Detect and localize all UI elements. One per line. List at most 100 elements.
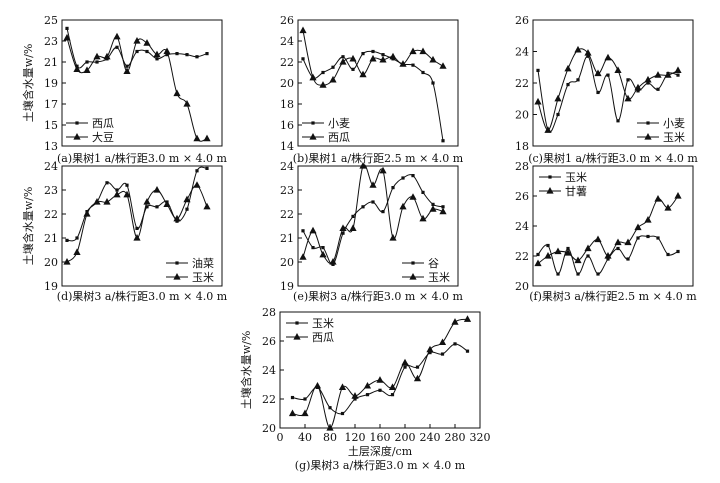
- legend-marker: [646, 121, 650, 125]
- data-point-triangle: [301, 409, 309, 417]
- data-point-triangle: [544, 126, 552, 133]
- data-point-triangle: [379, 166, 387, 174]
- y-tick-label: 15: [44, 119, 58, 132]
- y-tick-label: 20: [280, 77, 294, 90]
- legend-label: 甘薯: [565, 185, 587, 198]
- data-point-triangle: [319, 81, 327, 88]
- data-point-square: [75, 236, 79, 240]
- panel-title: (d)果树3 a/株行距3.0 m × 4.0 m: [57, 289, 228, 303]
- y-tick-label: 28: [515, 160, 529, 173]
- data-point-square: [536, 68, 540, 72]
- data-point-square: [381, 210, 385, 214]
- data-point-triangle: [419, 47, 427, 55]
- legend-label: 谷: [428, 257, 439, 270]
- data-point-square: [328, 406, 332, 410]
- data-point-triangle: [319, 250, 327, 258]
- y-tick-label: 26: [515, 14, 529, 27]
- data-point-triangle: [399, 60, 407, 67]
- data-point-triangle: [339, 224, 347, 231]
- data-point-triangle: [409, 193, 417, 200]
- data-point-triangle: [359, 70, 367, 78]
- data-point-square: [586, 54, 590, 58]
- data-point-triangle: [674, 66, 682, 73]
- data-point-triangle: [614, 238, 622, 246]
- y-axis-label: 土壤含水量w/%: [21, 44, 35, 123]
- data-point-triangle: [426, 345, 434, 353]
- data-point-triangle: [309, 226, 317, 234]
- data-point-triangle: [63, 33, 71, 41]
- x-axis-label: 土层深度/cm: [348, 444, 413, 458]
- data-point-triangle: [203, 202, 211, 210]
- data-point-triangle: [103, 52, 111, 60]
- data-point-square: [616, 246, 620, 251]
- data-point-square: [440, 352, 445, 356]
- data-point-triangle: [584, 49, 592, 56]
- data-point-square: [616, 119, 620, 123]
- y-tick-label: 21: [280, 232, 294, 245]
- data-point-square: [546, 243, 550, 248]
- y-tick-label: 24: [44, 160, 58, 173]
- data-point-square: [536, 252, 540, 257]
- legend-label: 大豆: [92, 130, 114, 144]
- y-axis-label: 土壤含水量w/%: [21, 187, 35, 266]
- y-tick-label: 19: [44, 280, 58, 293]
- legend-label: 玉米: [428, 271, 450, 284]
- data-point-square: [666, 252, 670, 257]
- data-point-triangle: [309, 73, 317, 81]
- data-point-triangle: [389, 234, 397, 241]
- data-point-square: [301, 229, 305, 233]
- y-tick-label: 24: [515, 46, 529, 59]
- data-point-square: [626, 78, 630, 82]
- data-point-triangle: [349, 54, 357, 62]
- data-point-triangle: [564, 64, 572, 72]
- data-point-triangle: [73, 248, 81, 255]
- data-point-triangle: [326, 424, 334, 431]
- data-point-square: [125, 64, 129, 68]
- data-point-triangle: [103, 198, 111, 205]
- data-point-square: [321, 246, 325, 250]
- data-point-triangle: [349, 224, 357, 231]
- data-point-square: [135, 49, 139, 54]
- data-point-triangle: [173, 214, 181, 222]
- data-point-triangle: [193, 134, 201, 142]
- data-point-square: [378, 388, 382, 392]
- data-point-triangle: [288, 409, 297, 417]
- plot-frame: [297, 165, 459, 287]
- plot-frame: [61, 165, 223, 287]
- panel-e: 19 20 21 22 23 24 谷玉米 (e)果树3 a/株行距3.0 m × 4.0 m: [280, 160, 464, 303]
- data-point-triangle: [203, 134, 211, 142]
- data-point-square: [361, 52, 365, 56]
- data-point-square: [556, 112, 560, 117]
- y-tick-label: 20: [515, 280, 529, 293]
- data-point-square: [656, 87, 660, 91]
- data-point-square: [95, 60, 99, 64]
- data-point-triangle: [83, 66, 91, 73]
- data-point-square: [656, 236, 660, 240]
- y-tick-label: 22: [280, 208, 294, 221]
- data-point-square: [311, 246, 315, 250]
- legend-marker: [548, 175, 552, 179]
- data-point-triangle: [183, 195, 191, 203]
- y-tick-label: 22: [44, 208, 58, 221]
- y-tick-label: 20: [280, 256, 294, 269]
- y-tick-label: 24: [262, 364, 276, 377]
- series-line-triangle: [66, 184, 208, 263]
- data-point-square: [676, 73, 680, 77]
- data-point-triangle: [644, 75, 652, 83]
- x-tick-label: 240: [420, 431, 441, 444]
- data-point-square: [185, 53, 189, 57]
- y-tick-label: 26: [280, 14, 294, 27]
- legend-label: 小麦: [663, 117, 685, 130]
- data-point-triangle: [654, 71, 662, 78]
- data-point-triangle: [338, 383, 347, 390]
- x-tick-label: 120: [345, 431, 366, 444]
- data-point-triangle: [544, 252, 552, 259]
- y-tick-label: 22: [515, 77, 529, 90]
- legend-marker: [295, 321, 299, 325]
- data-point-square: [606, 73, 610, 77]
- data-point-square: [391, 186, 395, 190]
- y-tick-label: 22: [515, 250, 529, 263]
- panel-title: (g)果树3 a/株行距3.0 m × 4.0 m: [295, 458, 466, 472]
- x-tick-label: 80: [323, 431, 337, 444]
